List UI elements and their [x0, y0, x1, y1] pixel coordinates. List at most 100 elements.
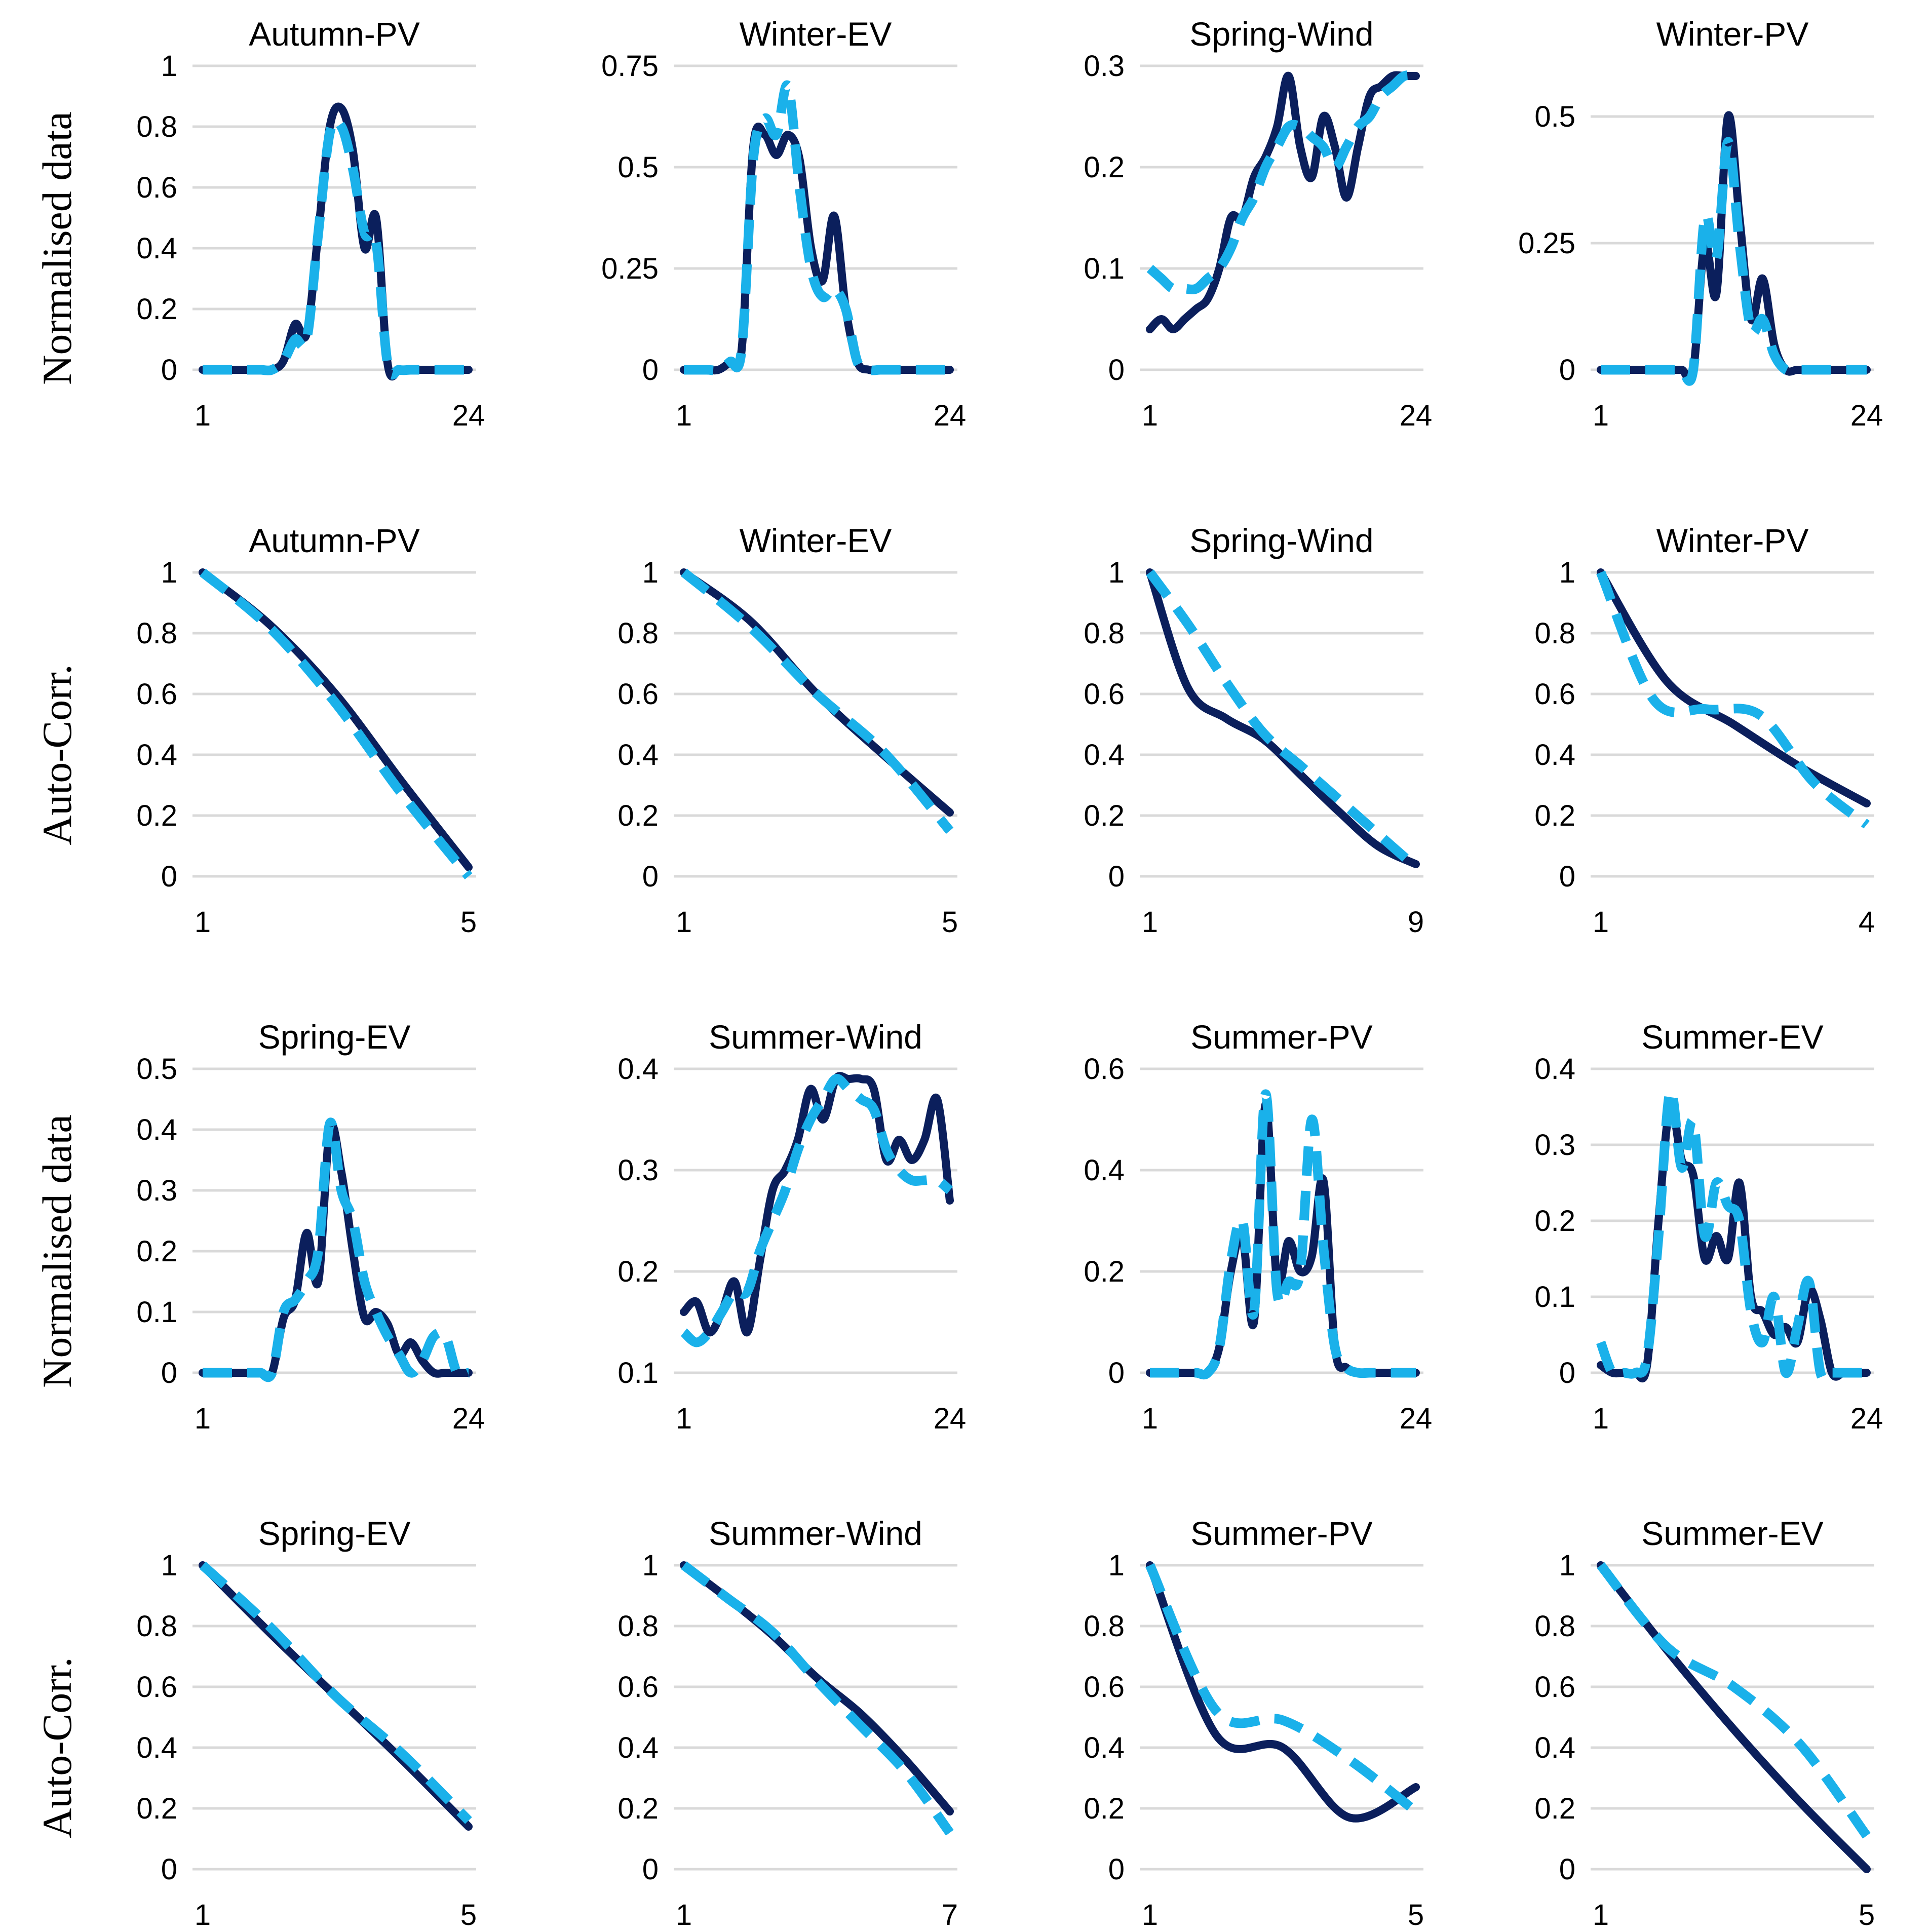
series-line-synthetic: [1601, 137, 1867, 386]
series-line-synthetic: [1149, 1089, 1416, 1380]
x-tick-label: 1: [1142, 1899, 1158, 1931]
y-tick-label: 0: [1559, 860, 1575, 893]
y-tick-label: 0.8: [1534, 617, 1575, 650]
series-line-synthetic: [199, 568, 473, 879]
row-label: Normalised data: [34, 111, 80, 385]
y-tick-label: 0.6: [136, 1671, 177, 1704]
y-tick-label: 0.3: [617, 1154, 659, 1187]
series-line-real: [1597, 111, 1871, 383]
series-line-real: [680, 123, 954, 375]
series-line-real: [1146, 1561, 1420, 1823]
y-tick-label: 0: [642, 860, 659, 893]
series-line-synthetic: [1145, 1563, 1419, 1815]
chart-panel: Autumn-PV 0 0.2 0.4 0.6 0.8 1 1 5: [136, 522, 477, 939]
x-tick-label: 24: [1850, 1402, 1883, 1435]
y-tick-label: 1: [1108, 1549, 1125, 1582]
y-tick-label: 0: [1108, 1853, 1125, 1886]
y-tick-label: 0.6: [1084, 678, 1125, 711]
y-tick-label: 0.2: [1534, 1792, 1575, 1825]
y-tick-label: 0.6: [136, 171, 177, 204]
y-tick-label: 0.4: [1534, 1731, 1575, 1764]
x-tick-label: 1: [1593, 906, 1609, 939]
x-tick-label: 5: [460, 906, 477, 939]
y-tick-label: 0.4: [1534, 739, 1575, 771]
y-tick-label: 1: [1108, 556, 1125, 589]
row-labels: Normalised data Auto-Corr. Normalised data…: [34, 111, 80, 1838]
y-tick-label: 0: [161, 1853, 177, 1886]
chart-title: Spring-EV: [258, 1515, 411, 1552]
y-tick-label: 0.1: [617, 1357, 659, 1389]
y-tick-label: 0.6: [1534, 1671, 1575, 1704]
chart-title: Spring-EV: [258, 1018, 411, 1056]
y-tick-label: 0.4: [1084, 1154, 1125, 1187]
y-tick-label: 0.4: [136, 739, 177, 771]
chart-title: Autumn-PV: [249, 522, 419, 559]
y-tick-label: 0.8: [1534, 1610, 1575, 1643]
chart-title: Summer-Wind: [709, 1515, 922, 1552]
chart-title: Summer-PV: [1190, 1018, 1372, 1056]
y-tick-label: 0.2: [617, 799, 659, 832]
x-tick-label: 5: [1408, 1899, 1424, 1931]
x-tick-label: 1: [195, 1402, 211, 1435]
x-tick-label: 24: [934, 1402, 967, 1435]
series-line-synthetic: [1146, 70, 1416, 294]
y-tick-label: 0.2: [136, 1792, 177, 1825]
chart-title: Winter-PV: [1656, 15, 1809, 53]
series-line-real: [1146, 71, 1420, 333]
y-tick-label: 0.8: [136, 110, 177, 143]
chart-panel: Summer-PV 0 0.2 0.4 0.6 1 24: [1084, 1018, 1432, 1435]
x-tick-label: 1: [676, 1402, 692, 1435]
chart-panel: Spring-Wind 0 0.2 0.4 0.6 0.8 1 1 9: [1084, 522, 1424, 939]
chart-panel: Spring-EV 0 0.2 0.4 0.6 0.8 1 1 5: [136, 1515, 477, 1931]
series-line-synthetic: [680, 568, 954, 834]
chart-title: Spring-Wind: [1189, 522, 1373, 559]
chart-panel: Summer-EV 0 0.2 0.4 0.6 0.8 1 1 5: [1534, 1515, 1875, 1931]
row-label: Normalised data: [34, 1114, 80, 1388]
y-tick-label: 0: [161, 354, 177, 387]
chart-panel: Winter-PV 0 0.2 0.4 0.6 0.8 1 1 4: [1534, 522, 1875, 939]
y-tick-label: 1: [161, 556, 177, 589]
y-tick-label: 1: [161, 50, 177, 83]
x-tick-label: 4: [1859, 906, 1875, 939]
x-tick-label: 1: [195, 399, 211, 432]
x-tick-label: 1: [1593, 1402, 1609, 1435]
y-tick-label: 0.2: [617, 1792, 659, 1825]
y-tick-label: 0.2: [1084, 799, 1125, 832]
y-tick-label: 0.1: [1084, 252, 1125, 285]
x-tick-label: 24: [452, 1402, 485, 1435]
y-tick-label: 0.8: [136, 1610, 177, 1643]
series-line-real: [1597, 568, 1871, 807]
y-tick-label: 0: [161, 860, 177, 893]
y-tick-label: 0.8: [1084, 617, 1125, 650]
y-tick-label: 0.4: [1084, 1731, 1125, 1764]
y-tick-label: 0.25: [1518, 227, 1575, 260]
chart-panel: Summer-PV 0 0.2 0.4 0.6 0.8 1 1 5: [1084, 1515, 1424, 1931]
series-line-real: [199, 102, 473, 381]
y-tick-label: 0: [161, 1357, 177, 1389]
y-tick-label: 0.2: [1084, 1255, 1125, 1288]
y-tick-label: 0: [1559, 354, 1575, 387]
y-tick-label: 0.5: [136, 1053, 177, 1086]
y-tick-label: 0.4: [136, 1731, 177, 1764]
y-tick-label: 0.4: [136, 232, 177, 265]
y-tick-label: 0.5: [617, 151, 659, 184]
x-tick-label: 5: [1859, 1899, 1875, 1931]
x-tick-label: 24: [1850, 399, 1883, 432]
y-tick-label: 0: [1559, 1357, 1575, 1389]
chart-title: Winter-EV: [740, 522, 892, 559]
chart-title: Winter-PV: [1656, 522, 1809, 559]
y-tick-label: 0.3: [1084, 50, 1125, 83]
chart-title: Summer-EV: [1641, 1018, 1823, 1056]
chart-panel: Summer-EV 0 0.1 0.2 0.3 0.4 1 24: [1534, 1018, 1883, 1435]
y-tick-label: 0.25: [601, 252, 659, 285]
y-tick-label: 0: [642, 1853, 659, 1886]
chart-title: Winter-EV: [740, 15, 892, 53]
y-tick-label: 0.6: [136, 678, 177, 711]
chart-title: Summer-EV: [1641, 1515, 1823, 1552]
y-tick-label: 0.2: [136, 799, 177, 832]
y-tick-label: 0.4: [136, 1113, 177, 1146]
y-tick-label: 0.1: [1534, 1281, 1575, 1313]
x-tick-label: 5: [942, 906, 958, 939]
